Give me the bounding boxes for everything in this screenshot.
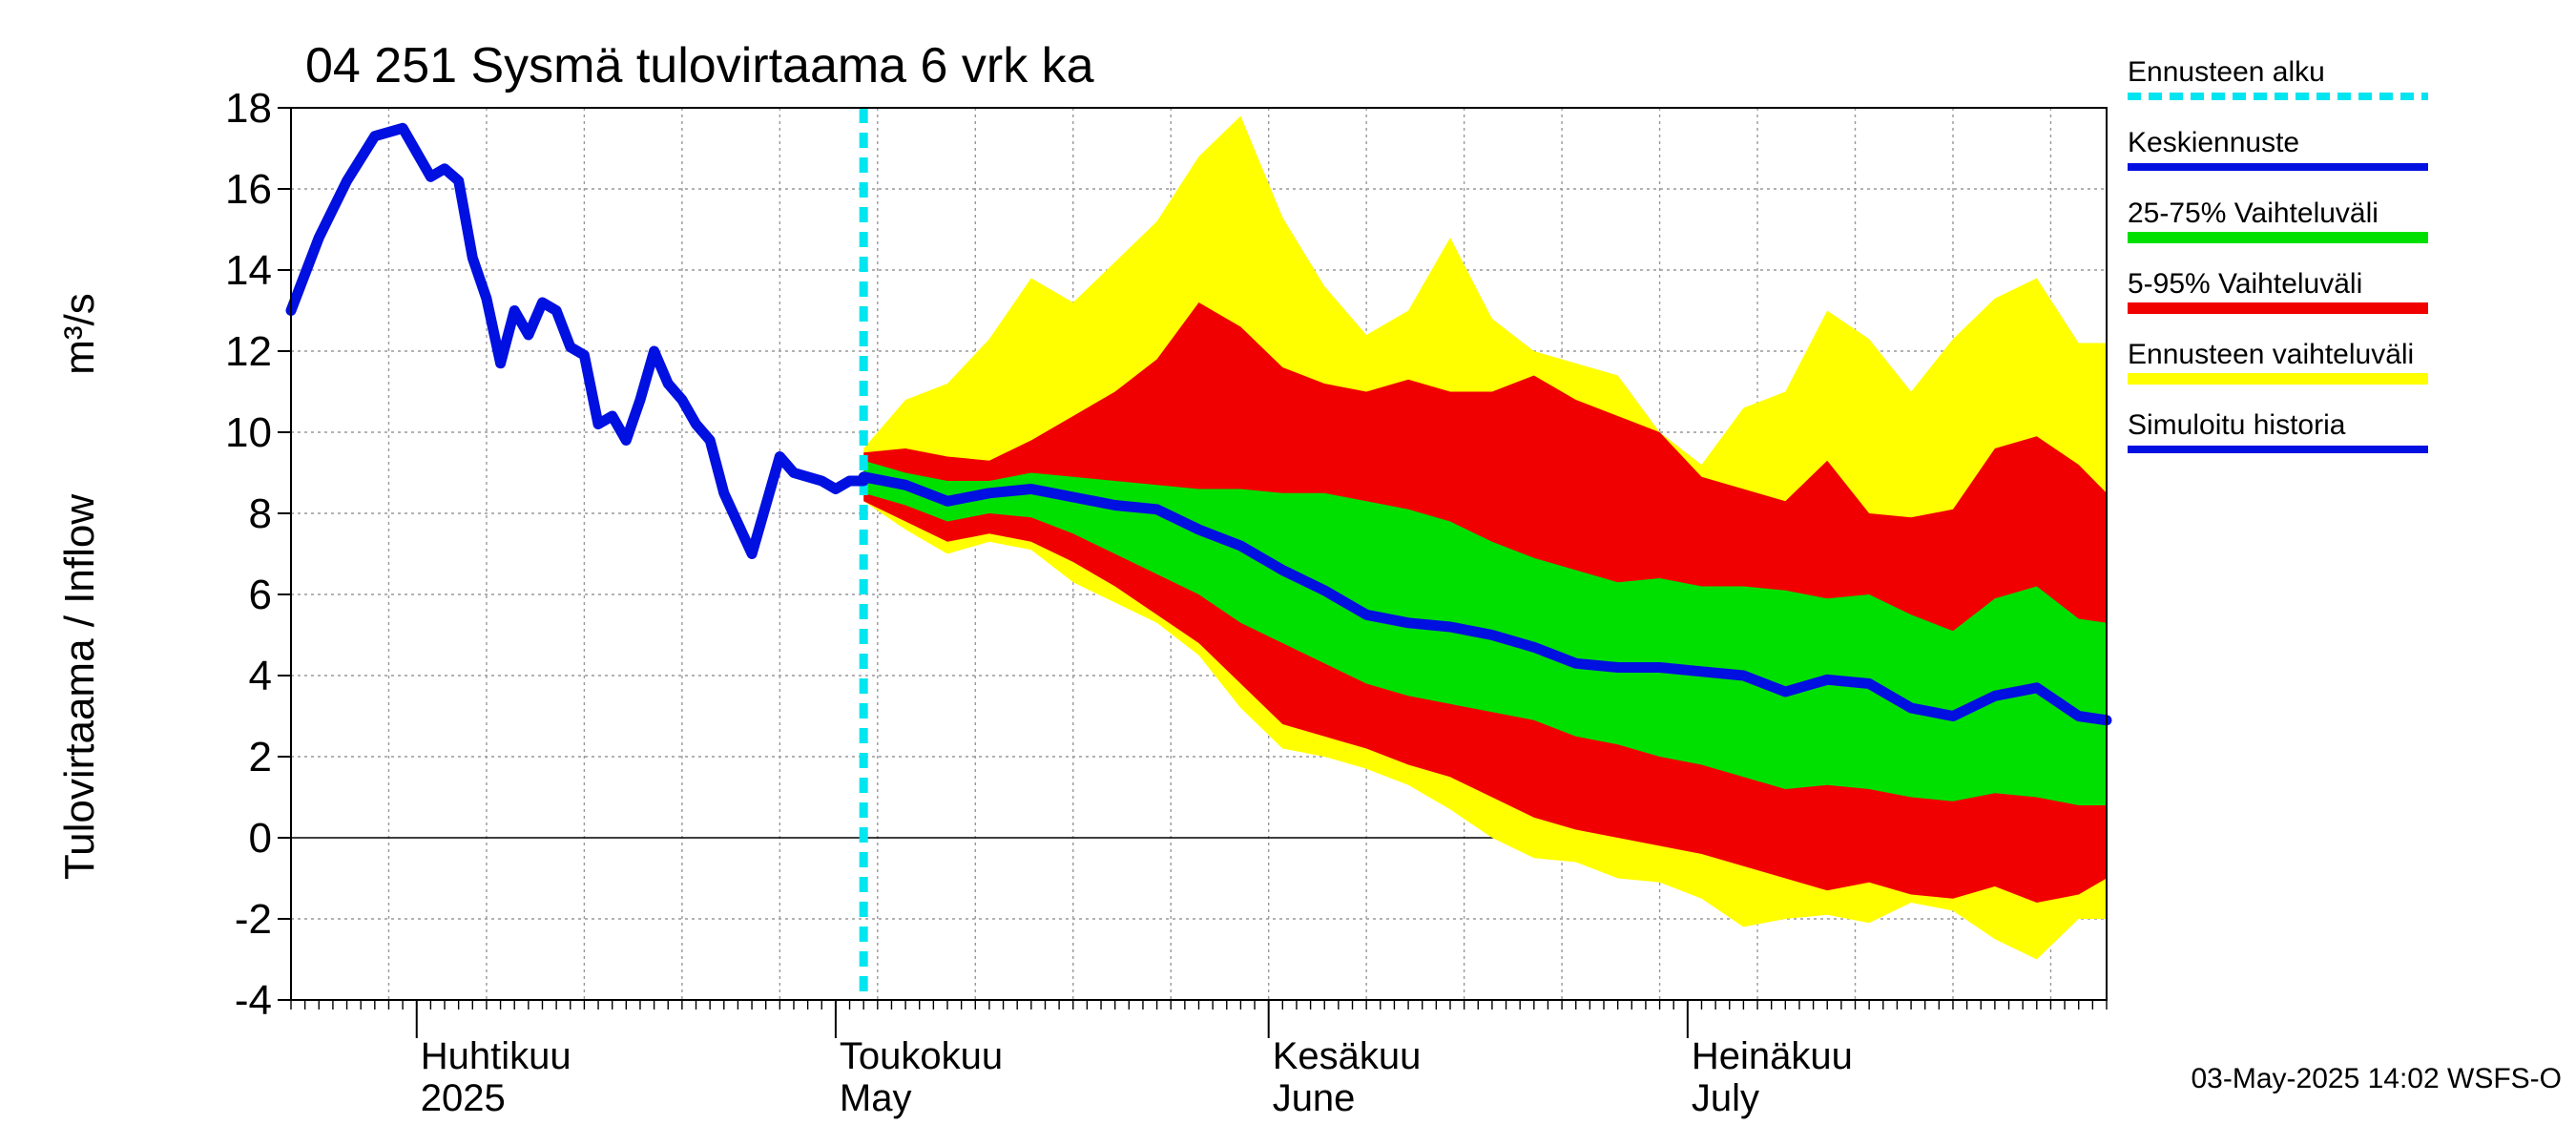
x-month-label-fi: Huhtikuu [421, 1035, 571, 1077]
chart-title: 04 251 Sysmä tulovirtaama 6 vrk ka [305, 38, 1094, 94]
y-tick-label: 6 [249, 572, 272, 618]
y-tick-label: 4 [249, 653, 272, 699]
legend-label: Simuloitu historia [2128, 409, 2346, 441]
y-tick-label: 0 [249, 815, 272, 862]
y-axis-unit: m³/s [56, 293, 103, 375]
y-tick-label: 16 [225, 166, 272, 213]
legend-label: Keskiennuste [2128, 127, 2299, 158]
legend-label: Ennusteen vaihteluväli [2128, 339, 2414, 370]
y-tick-label: 8 [249, 490, 272, 537]
x-month-label-fi: Heinäkuu [1692, 1035, 1853, 1077]
footer-timestamp: 03-May-2025 14:02 WSFS-O [2192, 1063, 2563, 1094]
forecast-bands [863, 115, 2108, 960]
y-tick-label: 12 [225, 328, 272, 375]
y-tick-label: -4 [235, 977, 272, 1024]
legend-label: 5-95% Vaihteluväli [2128, 268, 2362, 300]
y-tick-label: 18 [225, 85, 272, 132]
x-month-label-en: 2025 [421, 1077, 506, 1119]
legend: Ennusteen alku Keskiennuste 25-75% Vaihtel… [2128, 56, 2428, 453]
line-simulated-history [285, 122, 869, 559]
y-tick-label: 14 [225, 247, 272, 294]
x-month-label-fi: Toukokuu [840, 1035, 1003, 1077]
x-month-label-en: July [1692, 1077, 1759, 1119]
y-tick-label: 2 [249, 734, 272, 781]
x-month-label-fi: Kesäkuu [1273, 1035, 1422, 1077]
y-tick-labels: 18 16 14 12 10 8 6 4 2 0 -2 -4 [225, 85, 272, 1024]
x-month-label-en: June [1273, 1077, 1356, 1119]
series-lines [285, 108, 2112, 1000]
legend-label: 25-75% Vaihteluväli [2128, 198, 2379, 229]
x-month-label-en: May [840, 1077, 912, 1119]
y-axis-label: Tulovirtaama / Inflow [56, 494, 103, 881]
legend-label: Ennusteen alku [2128, 56, 2325, 88]
y-tick-label: -2 [235, 896, 272, 943]
axes [278, 107, 2108, 1038]
line-median-forecast [858, 471, 2112, 726]
y-tick-label: 10 [225, 409, 272, 456]
